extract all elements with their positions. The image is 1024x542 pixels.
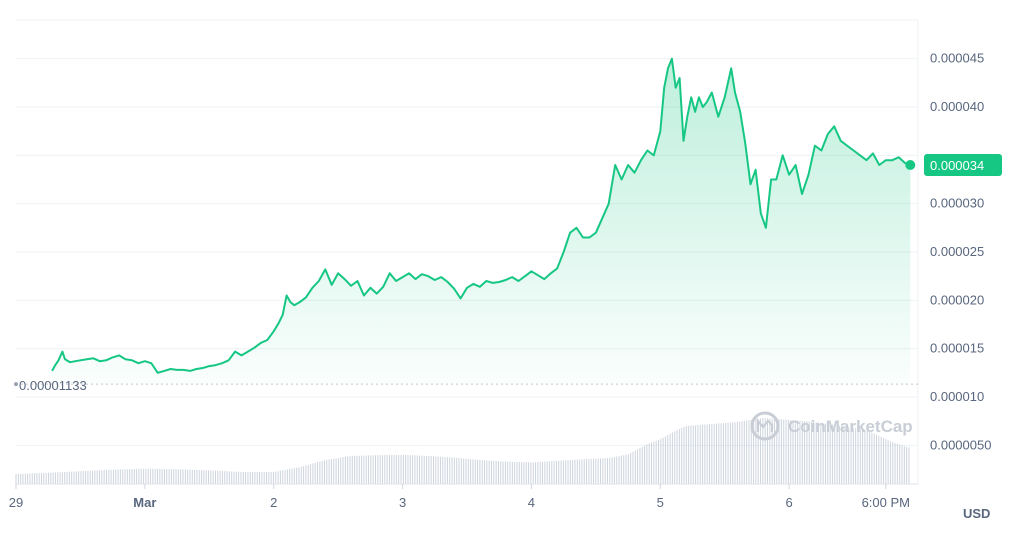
volume-bars [15,418,910,484]
currency-unit-label: USD [963,506,990,521]
y-axis: 0.0000050 0.000010 0.000015 0.000020 0.00002… [930,51,991,453]
watermark: CoinMarketCap [750,411,913,441]
y-tick-label: 0.000025 [930,244,984,259]
y-tick-label: 0.000045 [930,51,984,66]
x-tick-label: 3 [399,495,406,510]
watermark-text: CoinMarketCap [788,417,913,436]
baseline-dot [14,382,18,387]
y-tick-label: 0.000010 [930,389,984,404]
x-axis: 29 Mar 2 3 4 5 6 6:00 PM [9,483,918,510]
coinmarketcap-logo-icon [750,411,780,441]
y-tick-label: 0.000040 [930,99,984,114]
x-tick-label: 6:00 PM [862,495,910,510]
current-price: 0.000034 [905,154,1002,176]
current-price-label: 0.000034 [930,158,984,173]
x-tick-label: 6 [786,495,793,510]
price-area-fill [52,58,911,385]
current-price-dot [905,160,916,170]
current-price-tag [924,154,1002,176]
y-tick-label: 0.000015 [930,341,984,356]
x-tick-label: 29 [9,495,23,510]
x-tick-label: 2 [270,495,277,510]
price-line-group [51,57,911,374]
baseline-label: 0.00001133 [19,378,87,393]
y-tick-label: 0.0000050 [930,437,991,452]
price-area [52,58,911,385]
price-line [51,57,911,374]
y-tick-label: 0.000020 [930,292,984,307]
x-tick-label: Mar [133,495,156,510]
y-tick-label: 0.000030 [930,196,984,211]
x-tick-label: 4 [528,495,535,510]
x-tick-label: 5 [657,495,664,510]
baseline: 0.00001133 [14,378,918,393]
